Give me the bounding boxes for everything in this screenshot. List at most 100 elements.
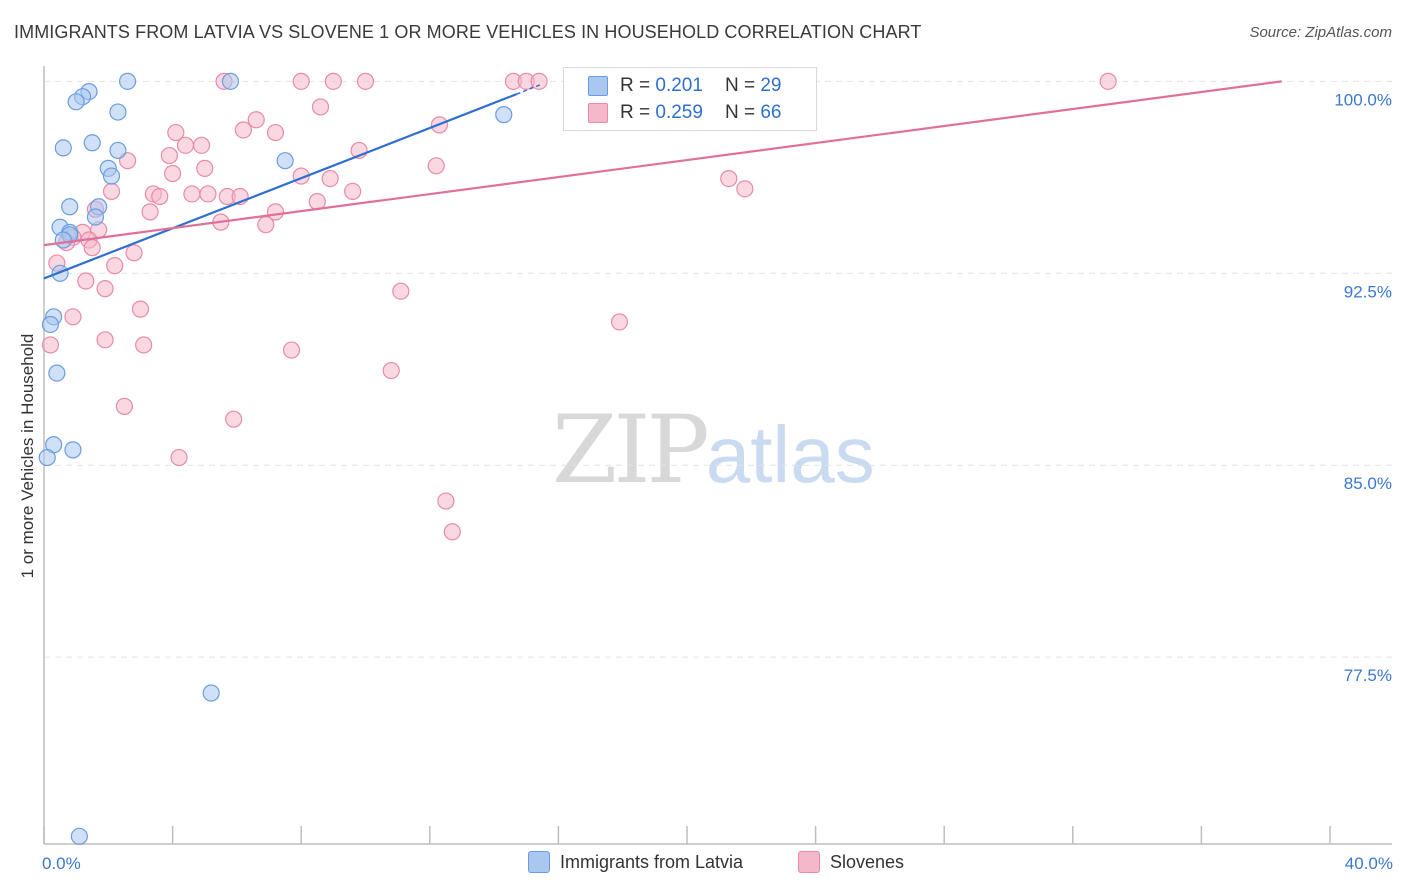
slovenes-point: [356, 72, 375, 90]
slovenes-point: [282, 341, 301, 359]
slovenes-point: [199, 185, 217, 203]
watermark-zip: ZIP: [552, 396, 710, 505]
slovenes-point: [257, 216, 275, 234]
y-tick-label: 92.5%: [1344, 282, 1392, 301]
latvia-point: [109, 141, 127, 160]
slovenes-point: [164, 164, 182, 183]
y-tick-label: 100.0%: [1334, 90, 1392, 109]
slovenes-point: [96, 280, 114, 298]
chart-title: IMMIGRANTS FROM LATVIA VS SLOVENE 1 OR M…: [14, 22, 922, 42]
latvia-swatch: [588, 76, 608, 96]
slovenes-point: [170, 448, 188, 467]
latvia-point: [61, 198, 79, 216]
latvia-r-label: R =: [620, 75, 651, 96]
slovenes-point: [392, 282, 410, 300]
latvia-point: [67, 93, 85, 111]
latvia-point: [48, 364, 66, 382]
watermark: ZIPatlas: [552, 396, 875, 505]
latvia-trendline: [43, 93, 518, 280]
latvia-trendline-extension: [516, 83, 543, 95]
stats-legend-latvia: R = 0.201 N = 29: [588, 74, 781, 98]
slovenes-swatch: [588, 103, 608, 123]
slovenes-point: [183, 185, 201, 203]
legend-label-latvia: Immigrants from Latvia: [560, 851, 744, 872]
slovenes-point: [344, 182, 362, 201]
slovenes-point: [41, 336, 60, 354]
y-tick-label: 85.0%: [1344, 474, 1392, 493]
latvia-point: [118, 72, 137, 90]
slovenes-point: [192, 136, 211, 154]
slovenes-point: [115, 397, 133, 415]
slovenes-point: [234, 121, 252, 139]
slovenes-point: [427, 157, 445, 175]
latvia-point: [202, 684, 220, 702]
source-label: Source: ZipAtlas.com: [1249, 24, 1392, 41]
slovenes-point: [106, 257, 124, 275]
slovenes-point: [736, 180, 754, 198]
slovenes-point: [443, 523, 461, 541]
slovenes-point: [437, 492, 455, 510]
legend-swatch-latvia: [528, 851, 550, 873]
latvia-point: [495, 106, 513, 124]
latvia-point: [109, 103, 127, 121]
legend-item-slovenes[interactable]: Slovenes: [798, 851, 904, 873]
slovenes-point: [141, 203, 159, 221]
x-tick-label: 40.0%: [1345, 854, 1393, 873]
latvia-point: [64, 441, 82, 459]
slovenes-point: [321, 170, 339, 188]
slovenes-n-value: 66: [760, 102, 782, 123]
slovenes-point: [96, 331, 114, 349]
slovenes-point: [167, 123, 185, 142]
latvia-point: [70, 827, 88, 845]
latvia-point: [54, 231, 72, 249]
slovenes-point: [125, 244, 143, 262]
stats-legend-slovenes: R = 0.259 N = 66: [588, 101, 781, 125]
latvia-point: [86, 208, 105, 226]
legend-item-latvia[interactable]: Immigrants from Latvia: [528, 851, 743, 873]
slovenes-point: [64, 308, 82, 326]
slovenes-r-label: R =: [620, 102, 651, 123]
latvia-point: [221, 72, 240, 90]
slovenes-point: [131, 300, 150, 318]
slovenes-point: [102, 182, 121, 201]
watermark-atlas: atlas: [705, 410, 875, 499]
slovenes-point: [135, 336, 153, 354]
slovenes-point: [720, 170, 738, 188]
slovenes-point: [160, 146, 178, 165]
latvia-point: [102, 167, 121, 185]
y-tick-label: 77.5%: [1344, 666, 1392, 685]
slovenes-point: [151, 187, 169, 206]
latvia-point: [83, 134, 101, 152]
legend-swatch-slovenes: [798, 851, 820, 873]
slovenes-point: [530, 72, 548, 90]
latvia-r-value: 0.201: [655, 75, 703, 96]
slovenes-point: [176, 136, 195, 154]
slovenes-r-value: 0.259: [655, 102, 703, 123]
latvia-point: [41, 315, 60, 334]
latvia-point: [276, 152, 294, 170]
slovenes-point: [382, 361, 400, 380]
slovenes-point: [83, 239, 101, 257]
slovenes-point: [311, 98, 330, 116]
slovenes-point: [225, 410, 243, 428]
latvia-point: [38, 448, 56, 467]
legend-label-slovenes: Slovenes: [830, 851, 905, 872]
slovenes-n-label: N =: [724, 102, 756, 123]
latvia-point: [54, 139, 72, 157]
latvia-n-value: 29: [760, 75, 782, 96]
slovenes-point: [324, 72, 342, 90]
latvia-n-label: N =: [724, 75, 756, 96]
slovenes-point: [610, 313, 629, 331]
slovenes-point: [292, 72, 310, 90]
slovenes-point: [196, 159, 214, 177]
slovenes-point: [1099, 72, 1117, 90]
stats-legend: R = 0.201 N = 29 R = 0.259 N = 66: [563, 67, 817, 131]
slovenes-point: [247, 111, 265, 129]
slovenes-point: [266, 123, 285, 142]
y-axis-title: 1 or more Vehicles in Household: [18, 334, 37, 579]
series-legend: Immigrants from Latvia Slovenes: [0, 851, 1406, 877]
x-tick-label: 0.0%: [42, 854, 81, 873]
slovenes-point: [77, 272, 95, 290]
slovenes-trendline: [43, 80, 1282, 247]
